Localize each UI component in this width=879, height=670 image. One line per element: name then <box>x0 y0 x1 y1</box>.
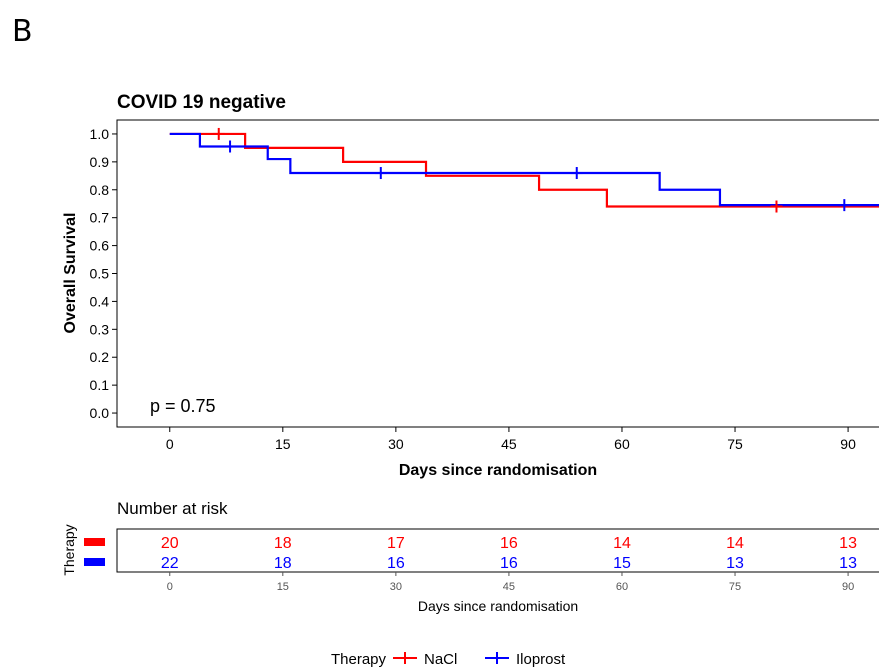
censor-mark-iloprost <box>570 167 583 180</box>
y-tick-label: 0.2 <box>90 349 110 365</box>
risk-count: 18 <box>274 535 292 552</box>
risk-count: 14 <box>726 535 744 552</box>
legend-entries: NaCl Iloprost <box>393 651 566 668</box>
legend-item-iloprost: Iloprost <box>485 651 566 668</box>
legend-label: Iloprost <box>516 651 566 668</box>
y-tick-label: 0.0 <box>90 405 110 421</box>
risk-count: 16 <box>500 555 518 572</box>
risk-row-swatches <box>84 538 105 566</box>
risk-count: 14 <box>613 535 631 552</box>
risk-x-tick-label: 30 <box>390 581 402 593</box>
risk-x-tick-label: 75 <box>729 581 741 593</box>
risk-x-tick-label: 90 <box>842 581 854 593</box>
censor-mark-iloprost <box>374 167 387 180</box>
x-tick-label: 30 <box>388 436 404 452</box>
risk-count: 16 <box>387 555 405 572</box>
y-tick-label: 0.5 <box>90 266 110 282</box>
y-tick-label: 0.4 <box>90 293 110 309</box>
y-tick-label: 0.7 <box>90 210 110 226</box>
risk-x-tick-label: 60 <box>616 581 628 593</box>
risk-count: 17 <box>387 535 405 552</box>
risk-count: 13 <box>726 555 744 572</box>
survival-curves <box>169 132 879 208</box>
x-tick-label: 90 <box>840 436 856 452</box>
x-tick-label: 15 <box>275 436 291 452</box>
risk-row-swatch-iloprost <box>84 558 105 566</box>
y-tick-label: 0.3 <box>90 321 110 337</box>
y-axis: 0.0 0.1 0.2 0.3 0.4 0.5 0.6 0.7 0.8 0.9 1.0 <box>90 126 117 421</box>
y-tick-label: 1.0 <box>90 126 110 142</box>
y-axis-title: Overall Survival <box>62 213 79 334</box>
chart-title: COVID 19 negative <box>117 92 286 113</box>
risk-table-x-title: Days since randomisation <box>418 598 578 614</box>
risk-table-title: Number at risk <box>117 499 228 518</box>
x-tick-label: 45 <box>501 436 517 452</box>
x-axis-title: Days since randomisation <box>399 462 597 479</box>
risk-table-y-title: Therapy <box>61 524 77 575</box>
risk-x-tick-label: 0 <box>167 581 173 593</box>
risk-row-swatch-nacl <box>84 538 105 546</box>
legend-label: NaCl <box>424 651 457 668</box>
x-tick-label: 60 <box>614 436 630 452</box>
risk-count: 20 <box>161 535 179 552</box>
risk-counts: 20 18 17 16 14 14 13 22 18 16 16 15 13 13 <box>161 535 857 572</box>
y-tick-label: 0.9 <box>90 154 110 170</box>
y-tick-label: 0.6 <box>90 238 110 254</box>
x-tick-label: 75 <box>727 436 743 452</box>
risk-count: 18 <box>274 555 292 572</box>
y-tick-label: 0.1 <box>90 377 110 393</box>
risk-x-tick-label: 45 <box>503 581 515 593</box>
risk-count: 16 <box>500 535 518 552</box>
risk-count: 22 <box>161 555 179 572</box>
risk-x-tick-label: 15 <box>277 581 289 593</box>
survival-curve-iloprost <box>169 132 879 207</box>
censor-mark-nacl <box>212 127 225 140</box>
censor-mark-iloprost <box>224 140 237 153</box>
panel-label: B <box>12 14 33 49</box>
risk-count: 15 <box>613 555 631 572</box>
risk-count: 13 <box>839 535 857 552</box>
censor-mark-nacl <box>770 200 783 213</box>
y-tick-label: 0.8 <box>90 182 110 198</box>
x-tick-label: 0 <box>166 436 174 452</box>
legend-item-nacl: NaCl <box>393 651 457 668</box>
x-axis: 0 15 30 45 60 75 90 <box>166 427 856 452</box>
plot-panel-border <box>116 119 879 428</box>
risk-count: 13 <box>839 555 857 572</box>
risk-table: 20 18 17 16 14 14 13 22 18 16 16 15 13 13 0 15 30 45 60 75… <box>84 528 879 593</box>
risk-x-axis: 0 15 30 45 60 75 90 <box>167 572 854 593</box>
p-value-annotation: p = 0.75 <box>150 396 216 416</box>
legend-title: Therapy <box>331 651 387 668</box>
censor-mark-iloprost <box>838 199 851 212</box>
legend: Therapy NaCl Iloprost <box>331 651 566 668</box>
risk-table-border <box>116 528 879 573</box>
censor-marks <box>212 127 851 213</box>
survival-curve-nacl <box>169 132 879 208</box>
main-plot: 0.0 0.1 0.2 0.3 0.4 0.5 0.6 0.7 0.8 0.9 1.0 0 15 30 4… <box>90 119 879 452</box>
